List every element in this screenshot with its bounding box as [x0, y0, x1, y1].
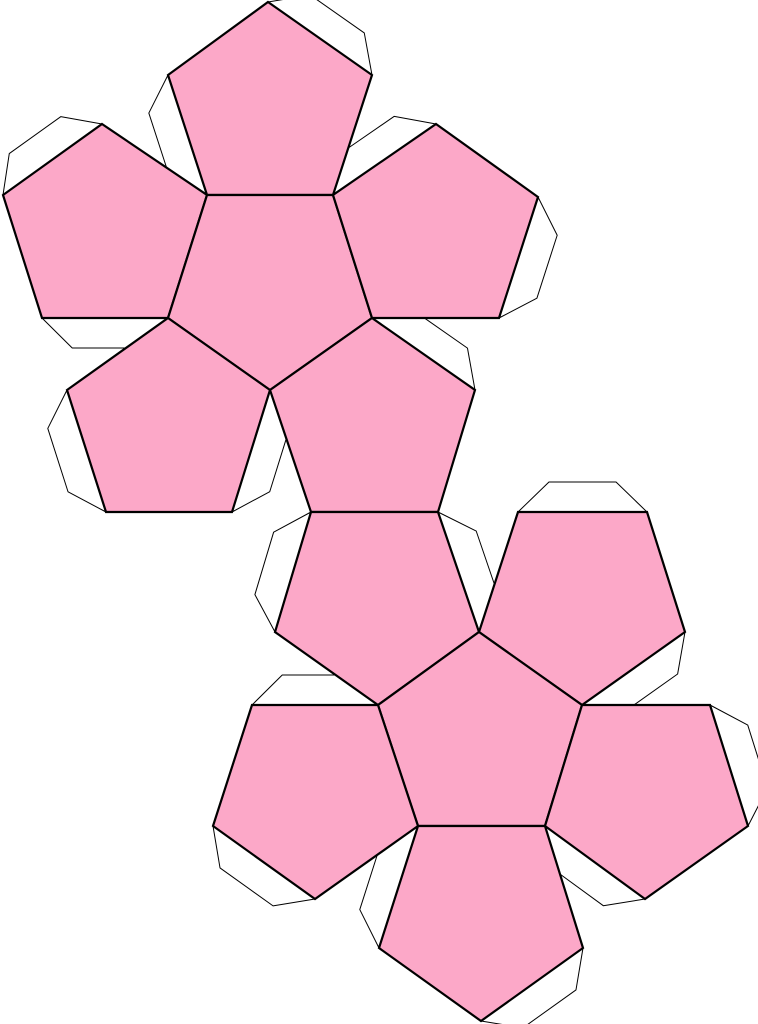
face-lower-right-top — [477, 510, 687, 707]
face-bottom — [377, 824, 585, 1023]
face-middle-left — [65, 316, 272, 514]
glue-tab-12 — [517, 481, 648, 513]
face-upper-right — [331, 122, 540, 320]
face-lower-left — [211, 703, 420, 901]
face-upper-left — [1, 122, 209, 320]
face-lower-right — [543, 703, 750, 901]
